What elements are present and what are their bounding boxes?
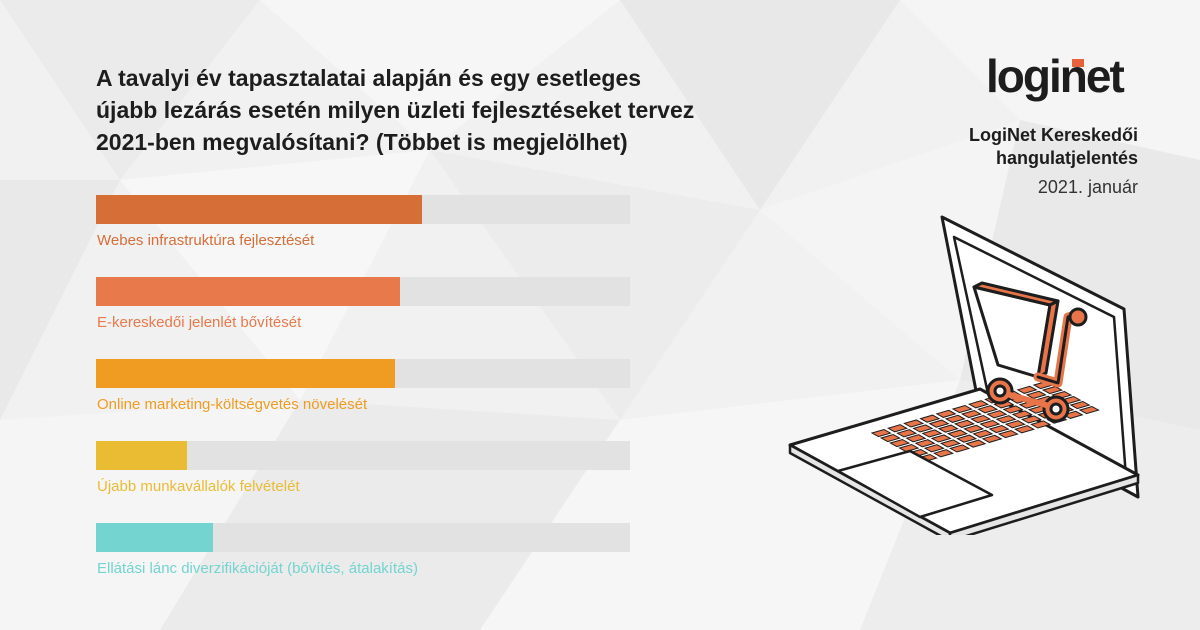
bar-label: Online marketing-költségvetés növelését (97, 396, 368, 413)
bar (96, 277, 401, 306)
report-title-line: hangulatjelentés (995, 148, 1138, 168)
title-line: A tavalyi év tapasztalatai alapján és eg… (96, 65, 642, 91)
bar (96, 523, 214, 552)
bar-row: Online marketing-költségvetés növelését (96, 354, 636, 424)
page-title: A tavalyi év tapasztalatai alapján és eg… (96, 62, 696, 158)
bar-row: Webes infrastruktúra fejlesztését (96, 190, 636, 260)
bar (96, 359, 396, 388)
bar-track (96, 523, 630, 552)
bar-track (96, 277, 630, 306)
report-title-line: LogiNet Kereskedői (968, 125, 1138, 145)
bar (96, 195, 422, 224)
bar (96, 441, 187, 470)
bar-row: E-kereskedői jelenlét bővítését (96, 272, 636, 342)
title-line: 2021-ben megvalósítani? (Többet is megje… (96, 129, 628, 155)
bar-label: Ellátási lánc diverzifikációját (bővítés… (97, 560, 418, 577)
bar-row: Újabb munkavállalók felvételét (96, 436, 636, 506)
bar-label: E-kereskedői jelenlét bővítését (97, 314, 302, 331)
report-date: 2021. január (1037, 177, 1138, 197)
bar-track (96, 195, 630, 224)
report-title: LogiNet Kereskedői hangulatjelentés (969, 124, 1138, 170)
bar-row: Ellátási lánc diverzifikációját (bővítés… (96, 518, 636, 588)
bar-label: Webes infrastruktúra fejlesztését (97, 232, 315, 249)
bar-chart: Webes infrastruktúra fejlesztését E-keres… (96, 190, 636, 590)
title-line: újabb lezárás esetén milyen üzleti fejle… (96, 97, 695, 123)
shopping-cart-icon (972, 281, 1088, 423)
svg-text:loginet: loginet (986, 54, 1124, 102)
loginet-logo: loginet (986, 54, 1126, 102)
bar-track (96, 359, 630, 388)
laptop-icon (788, 215, 1140, 535)
bar-label: Újabb munkavállalók felvételét (97, 478, 300, 495)
brand-block: loginet LogiNet Kereskedői hangulatjelen… (969, 54, 1138, 199)
bar-track (96, 441, 630, 470)
